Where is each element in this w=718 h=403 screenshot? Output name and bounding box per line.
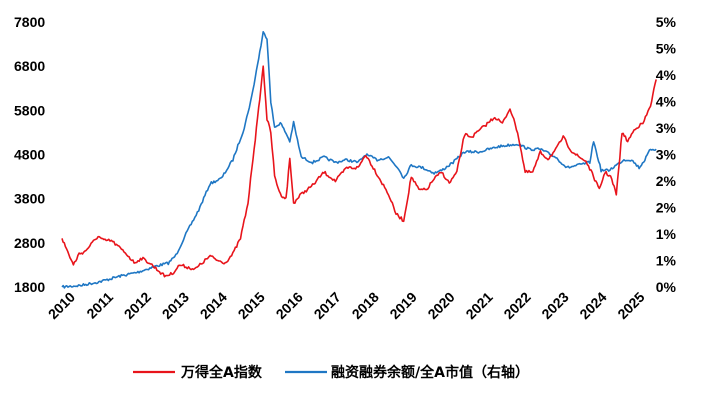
legend-label-2: 融资融券余额/全A市值（右轴） bbox=[331, 364, 529, 381]
left-tick-label: 2800 bbox=[14, 235, 45, 251]
right-tick-label: 4% bbox=[656, 94, 677, 110]
right-tick-label: 3% bbox=[656, 120, 677, 136]
left-tick-label: 3800 bbox=[14, 191, 45, 207]
legend: 万得全A指数 融资融券余额/全A市值（右轴） bbox=[133, 364, 529, 381]
right-tick-label: 5% bbox=[656, 41, 677, 57]
x-tick-label: 2018 bbox=[349, 289, 382, 322]
x-tick-label: 2022 bbox=[500, 289, 533, 322]
x-tick-label: 2011 bbox=[83, 289, 116, 322]
legend-label-1: 万得全A指数 bbox=[180, 364, 263, 381]
x-tick-label: 2017 bbox=[311, 289, 344, 322]
x-tick-label: 2014 bbox=[197, 289, 230, 322]
right-tick-label: 3% bbox=[656, 147, 677, 163]
right-tick-label: 0% bbox=[656, 279, 677, 295]
left-tick-label: 4800 bbox=[14, 147, 45, 163]
x-axis-ticks: 2010 2011 2012 2013 2014 2015 2016 2017 2018 2019… bbox=[45, 289, 648, 323]
x-tick-label: 2024 bbox=[576, 289, 609, 322]
left-tick-label: 6800 bbox=[14, 58, 45, 74]
x-tick-label: 2015 bbox=[235, 289, 268, 322]
x-tick-label: 2016 bbox=[273, 289, 306, 322]
left-tick-label: 7800 bbox=[14, 14, 45, 30]
right-axis-ticks: 0% 1% 1% 2% 2% 3% 3% 4% 4% 5% 5% bbox=[656, 14, 677, 295]
x-tick-label: 2021 bbox=[462, 289, 495, 322]
series-line-1 bbox=[61, 65, 657, 278]
series-line-2 bbox=[61, 31, 657, 289]
x-tick-label: 2010 bbox=[45, 289, 78, 322]
right-tick-label: 2% bbox=[656, 173, 677, 189]
x-tick-label: 2020 bbox=[424, 289, 457, 322]
x-tick-label: 2019 bbox=[386, 289, 419, 322]
x-tick-label: 2013 bbox=[159, 289, 192, 322]
left-tick-label: 1800 bbox=[14, 279, 45, 295]
x-tick-label: 2012 bbox=[121, 289, 154, 322]
left-tick-label: 5800 bbox=[14, 102, 45, 118]
right-tick-label: 2% bbox=[656, 200, 677, 216]
x-tick-label: 2023 bbox=[538, 289, 571, 322]
right-tick-label: 4% bbox=[656, 67, 677, 83]
right-tick-label: 1% bbox=[656, 226, 677, 242]
left-axis-ticks: 1800 2800 3800 4800 5800 6800 7800 bbox=[14, 14, 45, 295]
right-tick-label: 5% bbox=[656, 14, 677, 30]
x-tick-label: 2025 bbox=[614, 289, 647, 322]
plot-area bbox=[61, 31, 657, 289]
right-tick-label: 1% bbox=[656, 253, 677, 269]
